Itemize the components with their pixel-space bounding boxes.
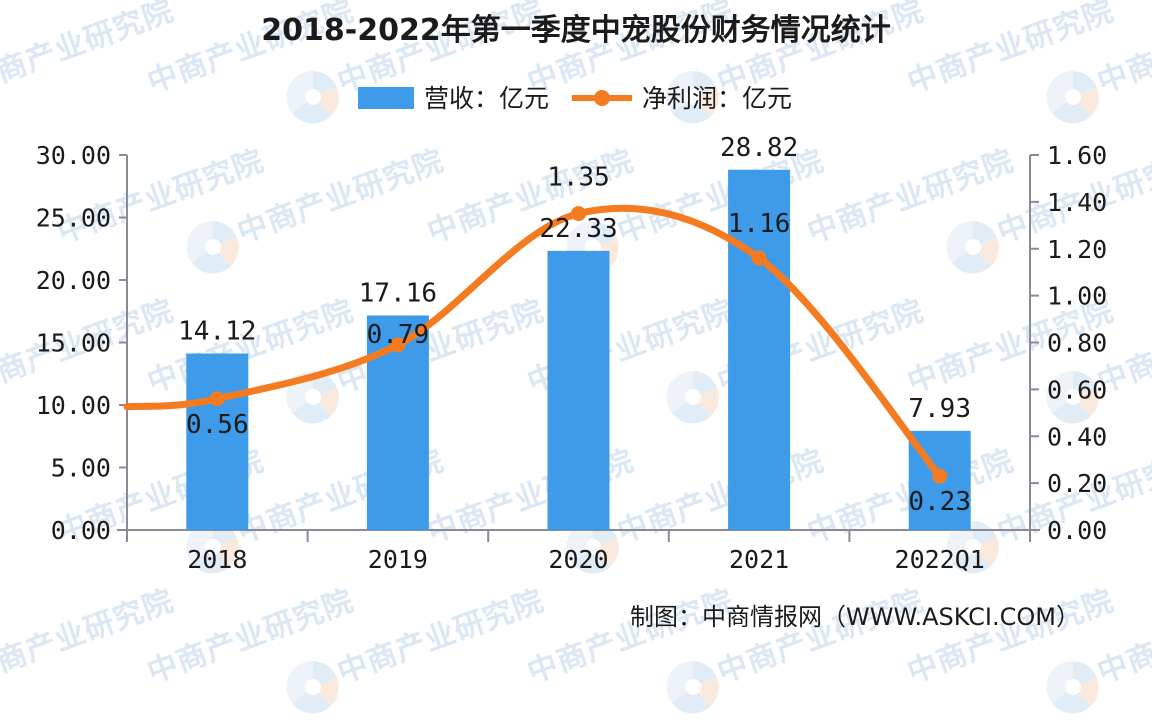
line-point (571, 206, 586, 222)
y-tick-label-right: 1.00 (1047, 282, 1107, 311)
y-tick-label-right: 0.00 (1047, 516, 1107, 545)
x-tick-label: 2020 (548, 545, 608, 574)
legend-label-profit: 净利润：亿元 (642, 84, 792, 113)
bar (728, 169, 791, 530)
financial-chart: 2018-2022年第一季度中宠股份财务情况统计 营收：亿元 净利润：亿元 0.… (36, 13, 1107, 631)
line-value-label: 1.35 (547, 163, 610, 193)
y-tick-label-right: 0.80 (1047, 329, 1107, 358)
x-tick-label: 2019 (368, 545, 428, 574)
y-axis-right: 0.00 0.20 0.40 0.60 0.80 1.00 1.20 1.40 1.60 (1029, 141, 1107, 545)
y-tick-label-left: 25.00 (36, 204, 111, 233)
bar-series-revenue (186, 169, 971, 530)
watermark-logo-icon (662, 656, 724, 723)
page-title: 2018-2022年第一季度中宠股份财务情况统计 (261, 13, 890, 48)
line-series-profit (123, 204, 948, 484)
legend-label-revenue: 营收：亿元 (424, 84, 549, 113)
legend: 营收：亿元 净利润：亿元 (358, 84, 792, 113)
y-tick-label-right: 1.40 (1047, 188, 1107, 217)
watermark-logo-icon (282, 656, 344, 723)
bar-value-label: 22.33 (539, 214, 617, 244)
bar-value-label: 14.12 (178, 317, 256, 347)
y-tick-label-left: 10.00 (36, 391, 111, 420)
line-value-label: 0.79 (367, 320, 430, 350)
line-value-label: 1.16 (728, 209, 791, 239)
legend-dot-profit (594, 90, 610, 106)
line-point (932, 468, 948, 484)
bar (186, 353, 249, 530)
y-tick-label-left: 5.00 (51, 454, 111, 483)
line-point (390, 337, 406, 353)
x-tick-label: 2022Q1 (895, 545, 985, 574)
y-tick-label-left: 15.00 (36, 329, 111, 358)
watermark-logo-icon (1042, 656, 1104, 723)
line-point (209, 391, 225, 407)
x-tick-label: 2021 (729, 545, 789, 574)
y-tick-label-right: 0.40 (1047, 422, 1107, 451)
line-value-labels: 0.56 0.79 1.35 1.16 0.23 (186, 163, 971, 518)
bar-value-label: 28.82 (720, 133, 798, 163)
y-axis-left: 0.00 5.00 10.00 15.00 20.00 25.00 30.00 (36, 141, 128, 545)
y-tick-label-left: 30.00 (36, 141, 111, 170)
y-tick-label-left: 0.00 (51, 516, 111, 545)
line-value-label: 0.56 (186, 410, 249, 440)
y-tick-label-left: 20.00 (36, 266, 111, 295)
y-tick-label-right: 1.20 (1047, 235, 1107, 264)
y-tick-label-right: 0.60 (1047, 375, 1107, 404)
bar-value-label: 17.16 (359, 279, 437, 309)
x-tick-label: 2018 (187, 545, 247, 574)
bar-value-labels: 14.12 17.16 22.33 28.82 7.93 (178, 133, 971, 424)
line-value-label: 0.23 (908, 487, 971, 517)
source-note: 制图：中商情报网（WWW.ASKCI.COM） (630, 603, 1080, 631)
y-tick-label-right: 1.60 (1047, 141, 1107, 170)
y-tick-label-right: 0.20 (1047, 469, 1107, 498)
bar (547, 250, 610, 530)
x-axis: 2018 2019 2020 2021 2022Q1 (117, 529, 1040, 574)
bar-value-label: 7.93 (908, 394, 971, 424)
line-point (751, 250, 767, 266)
legend-swatch-revenue (358, 87, 414, 109)
